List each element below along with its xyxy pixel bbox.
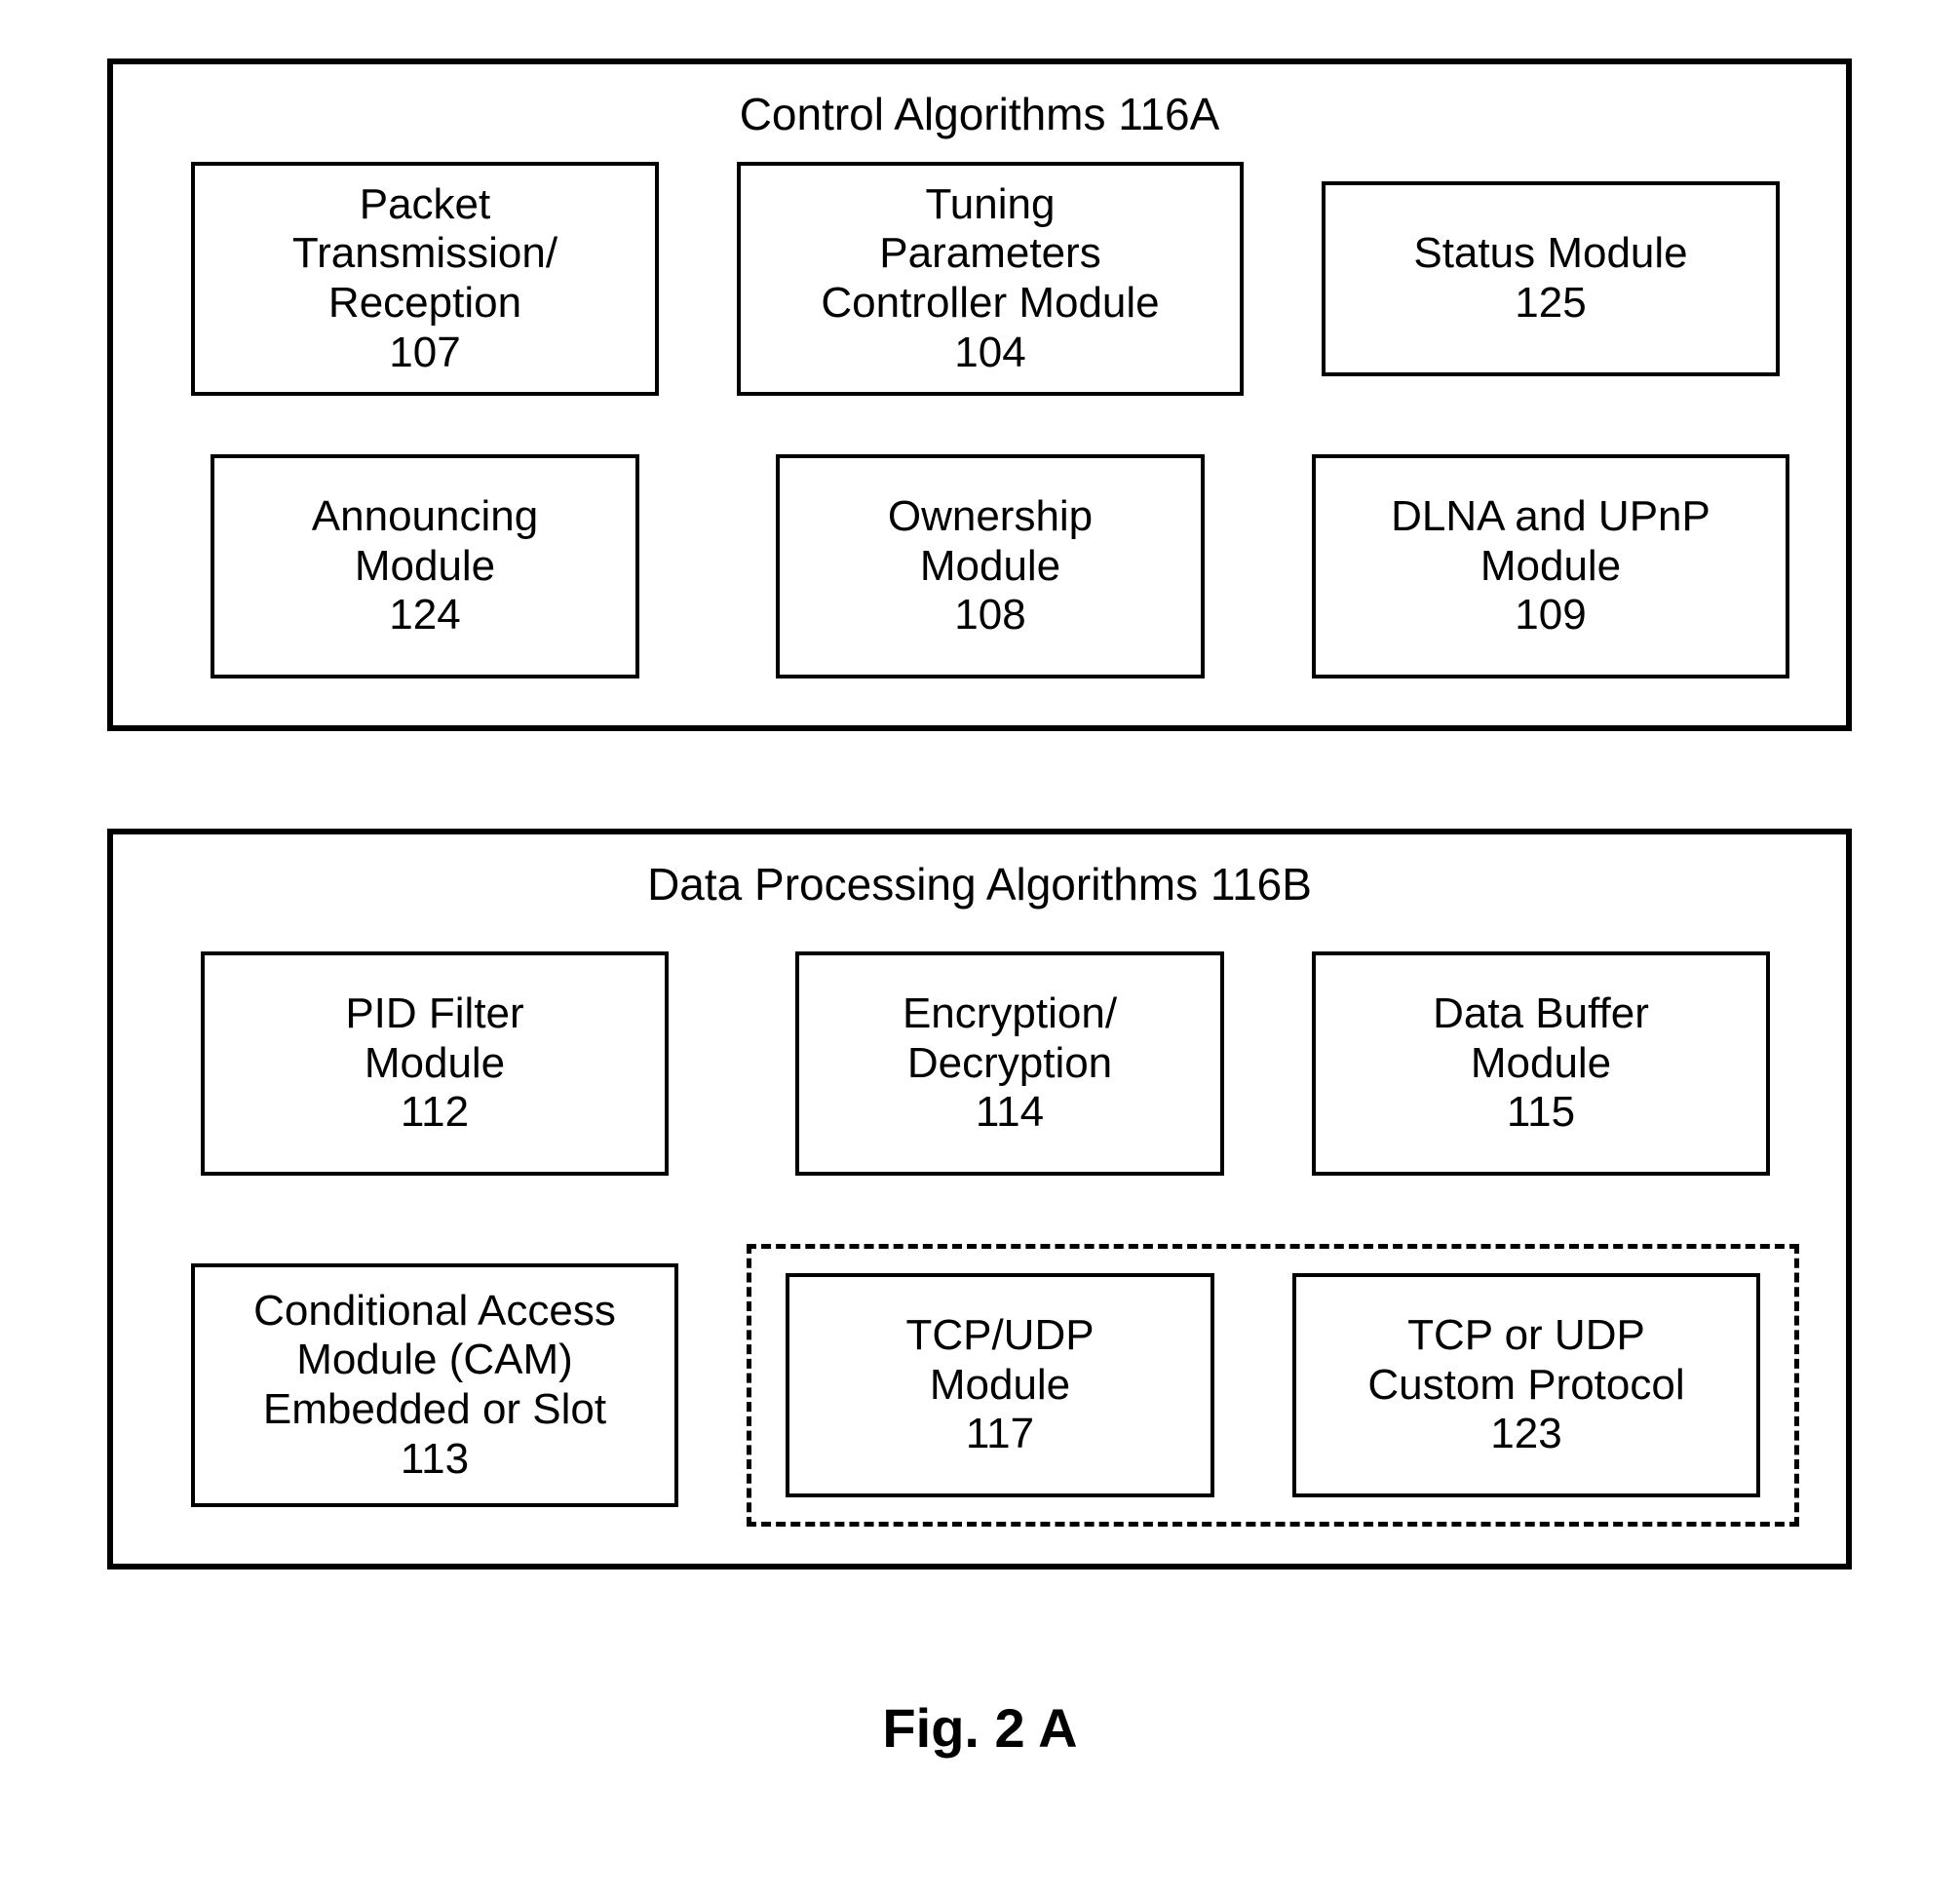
module-line: Controller Module	[821, 279, 1159, 329]
module-line: Data Buffer	[1433, 989, 1649, 1039]
encryption-decryption-module: Encryption/ Decryption 114	[795, 951, 1224, 1176]
control-panel-title: Control Algorithms 116A	[740, 88, 1220, 140]
figure-label: Fig. 2 A	[882, 1696, 1077, 1760]
custom-protocol-module: TCP or UDP Custom Protocol 123	[1292, 1273, 1760, 1497]
announcing-module: Announcing Module 124	[211, 454, 639, 678]
module-line: Transmission/	[292, 229, 557, 279]
module-line: 123	[1490, 1410, 1561, 1459]
module-line: Module	[930, 1361, 1070, 1411]
module-line: Conditional Access	[253, 1287, 616, 1337]
module-line: Packet	[360, 180, 491, 230]
tcp-udp-module: TCP/UDP Module 117	[786, 1273, 1214, 1497]
module-line: 104	[954, 329, 1025, 378]
module-line: Module	[1480, 542, 1621, 592]
control-algorithms-panel: Control Algorithms 116A Packet Transmiss…	[107, 58, 1852, 731]
module-line: 117	[966, 1410, 1034, 1459]
status-module: Status Module 125	[1322, 181, 1780, 376]
dlna-upnp-module: DLNA and UPnP Module 109	[1312, 454, 1789, 678]
module-line: Module	[920, 542, 1060, 592]
module-line: 125	[1515, 279, 1586, 329]
ownership-module: Ownership Module 108	[776, 454, 1205, 678]
module-line: Custom Protocol	[1367, 1361, 1684, 1411]
module-line: 109	[1515, 591, 1586, 640]
module-line: Embedded or Slot	[263, 1385, 606, 1435]
module-line: Module	[1471, 1039, 1611, 1089]
module-line: Tuning	[926, 180, 1056, 230]
module-line: Ownership	[888, 492, 1093, 542]
module-line: Parameters	[879, 229, 1100, 279]
module-line: DLNA and UPnP	[1391, 492, 1710, 542]
module-line: 124	[389, 591, 460, 640]
module-line: 115	[1507, 1088, 1575, 1138]
module-line: 113	[401, 1435, 469, 1485]
module-line: 112	[401, 1088, 469, 1138]
conditional-access-module: Conditional Access Module (CAM) Embedded…	[191, 1263, 678, 1507]
packet-transmission-module: Packet Transmission/ Reception 107	[191, 162, 659, 396]
module-line: Status Module	[1413, 229, 1687, 279]
module-line: Announcing	[312, 492, 538, 542]
pid-filter-module: PID Filter Module 112	[201, 951, 669, 1176]
module-line: 108	[954, 591, 1025, 640]
module-line: 107	[389, 329, 460, 378]
module-line: Encryption/	[903, 989, 1117, 1039]
module-line: Module (CAM)	[296, 1336, 573, 1385]
module-line: Decryption	[907, 1039, 1112, 1089]
data-processing-panel: Data Processing Algorithms 116B PID Filt…	[107, 829, 1852, 1570]
data-panel-title: Data Processing Algorithms 116B	[647, 858, 1312, 911]
module-line: TCP or UDP	[1407, 1311, 1645, 1361]
tuning-parameters-module: Tuning Parameters Controller Module 104	[737, 162, 1244, 396]
module-line: 114	[976, 1088, 1044, 1138]
module-line: PID Filter	[345, 989, 523, 1039]
module-line: TCP/UDP	[905, 1311, 1094, 1361]
module-line: Module	[365, 1039, 505, 1089]
module-line: Module	[355, 542, 495, 592]
module-line: Reception	[328, 279, 521, 329]
data-buffer-module: Data Buffer Module 115	[1312, 951, 1770, 1176]
